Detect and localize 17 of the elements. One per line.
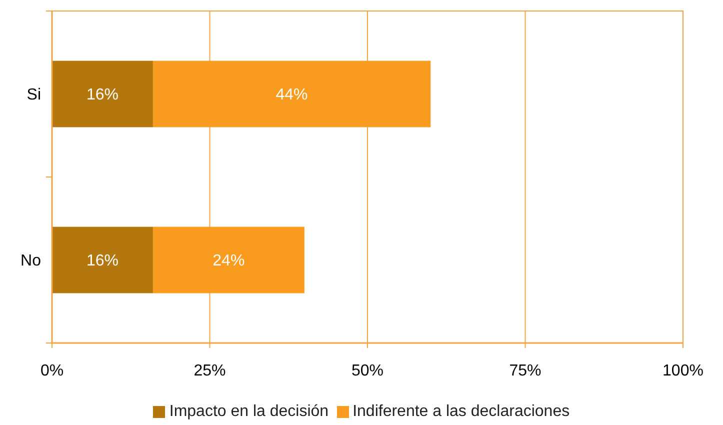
y-tick-label: Si xyxy=(26,86,41,104)
x-tick-label: 0% xyxy=(40,362,64,380)
x-tick-label: 100% xyxy=(662,362,704,380)
data-label: 44% xyxy=(276,86,308,104)
bar xyxy=(152,226,304,294)
data-label: 16% xyxy=(86,252,118,270)
y-tick-label: No xyxy=(20,252,42,270)
bar xyxy=(52,60,153,128)
legend-label: Indiferente a las declaraciones xyxy=(352,402,570,422)
bar xyxy=(52,226,153,294)
x-tick-label: 75% xyxy=(509,362,542,380)
legend-label: Impacto en la decisión xyxy=(169,402,329,422)
data-label: 24% xyxy=(212,252,245,270)
x-tick-label: 25% xyxy=(194,362,226,380)
x-tick-label: 50% xyxy=(351,362,384,380)
data-label: 16% xyxy=(86,86,118,104)
bar xyxy=(152,60,431,128)
